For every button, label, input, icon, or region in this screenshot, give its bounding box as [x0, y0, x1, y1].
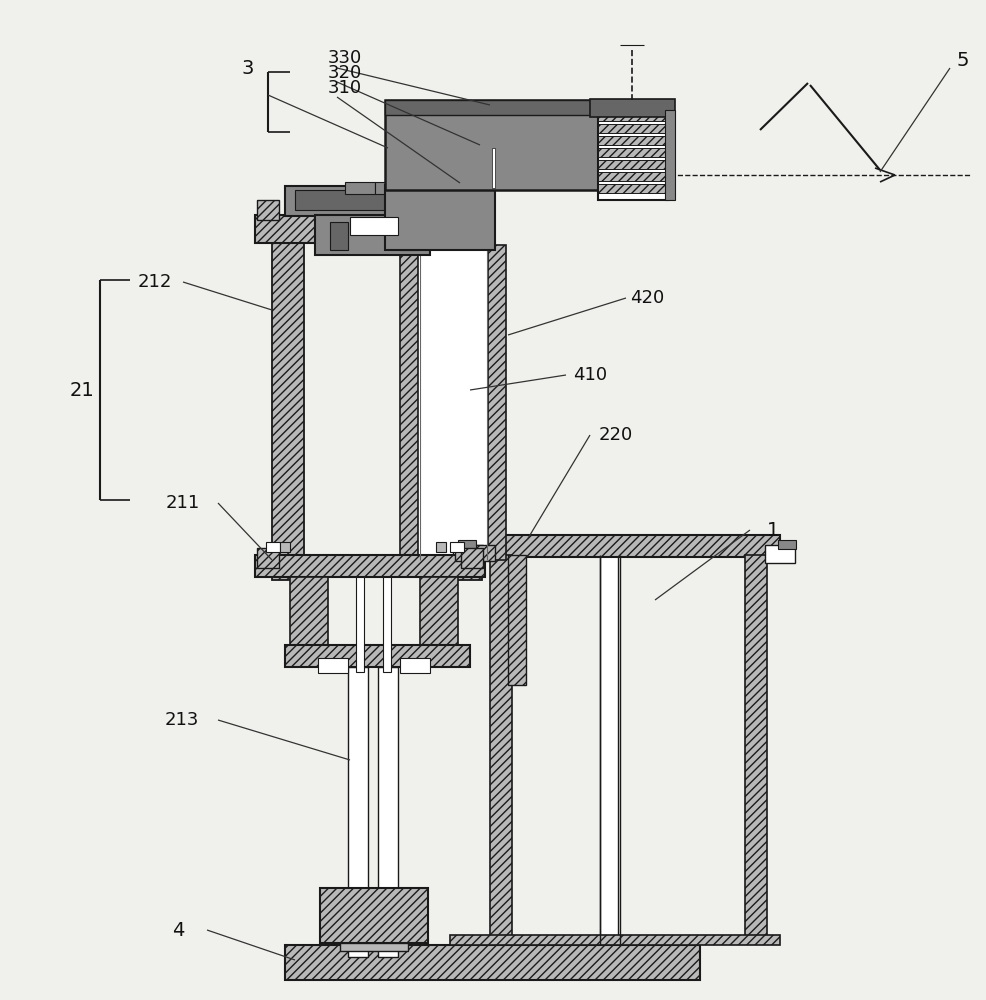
Bar [266, 542, 280, 552]
Text: 211: 211 [166, 494, 200, 512]
Bar [315, 215, 430, 255]
Bar [255, 215, 485, 243]
Bar [285, 186, 457, 216]
Bar [280, 542, 290, 552]
Text: 420: 420 [630, 289, 665, 307]
Bar [320, 888, 428, 943]
Text: 330: 330 [328, 49, 362, 67]
Bar [600, 555, 618, 945]
Text: 4: 4 [172, 920, 184, 940]
Bar [255, 555, 485, 577]
Bar [272, 220, 304, 580]
Text: 320: 320 [328, 64, 362, 82]
Text: 3: 3 [242, 58, 254, 78]
Bar [598, 136, 668, 145]
Bar [400, 658, 430, 673]
Bar [418, 245, 488, 560]
Text: 213: 213 [165, 711, 199, 729]
Bar [665, 110, 675, 200]
Bar [257, 200, 279, 220]
Bar [383, 577, 391, 672]
Text: 212: 212 [138, 273, 173, 291]
Bar [598, 110, 668, 200]
Text: 21: 21 [70, 380, 95, 399]
Text: 310: 310 [328, 79, 362, 97]
Bar [385, 100, 665, 190]
Bar [461, 200, 483, 220]
Bar [486, 245, 506, 560]
Bar [420, 577, 458, 652]
Bar [492, 148, 495, 188]
Bar [450, 542, 464, 552]
Bar [385, 185, 495, 250]
Bar [350, 217, 398, 235]
Bar [378, 667, 398, 957]
Text: 220: 220 [599, 426, 633, 444]
Bar [453, 545, 483, 563]
Bar [318, 658, 348, 673]
Bar [285, 945, 700, 980]
Bar [290, 577, 328, 652]
Bar [598, 124, 668, 133]
Bar [395, 935, 407, 950]
Bar [598, 160, 668, 169]
Bar [348, 667, 368, 957]
Bar [295, 190, 447, 210]
Bar [745, 555, 767, 940]
Text: 5: 5 [956, 50, 969, 70]
Bar [436, 542, 446, 552]
Bar [598, 184, 668, 193]
Bar [385, 100, 665, 115]
Bar [778, 540, 796, 549]
Bar [490, 555, 512, 940]
Bar [450, 935, 780, 945]
Bar [285, 645, 470, 667]
Text: 1: 1 [767, 520, 779, 540]
Bar [598, 172, 668, 181]
Bar [765, 545, 795, 563]
Bar [356, 577, 364, 672]
Bar [458, 540, 476, 549]
Bar [598, 148, 668, 157]
Bar [400, 222, 418, 250]
Bar [340, 943, 408, 951]
Bar [450, 220, 482, 580]
Bar [461, 548, 483, 568]
Bar [257, 548, 279, 568]
Bar [598, 112, 668, 121]
Bar [330, 222, 348, 250]
Bar [355, 935, 367, 950]
Text: 410: 410 [573, 366, 607, 384]
Bar [375, 182, 405, 194]
Bar [508, 555, 526, 685]
Bar [455, 545, 495, 561]
Bar [400, 245, 420, 560]
Bar [450, 535, 780, 557]
Bar [590, 99, 675, 117]
Bar [345, 182, 375, 194]
